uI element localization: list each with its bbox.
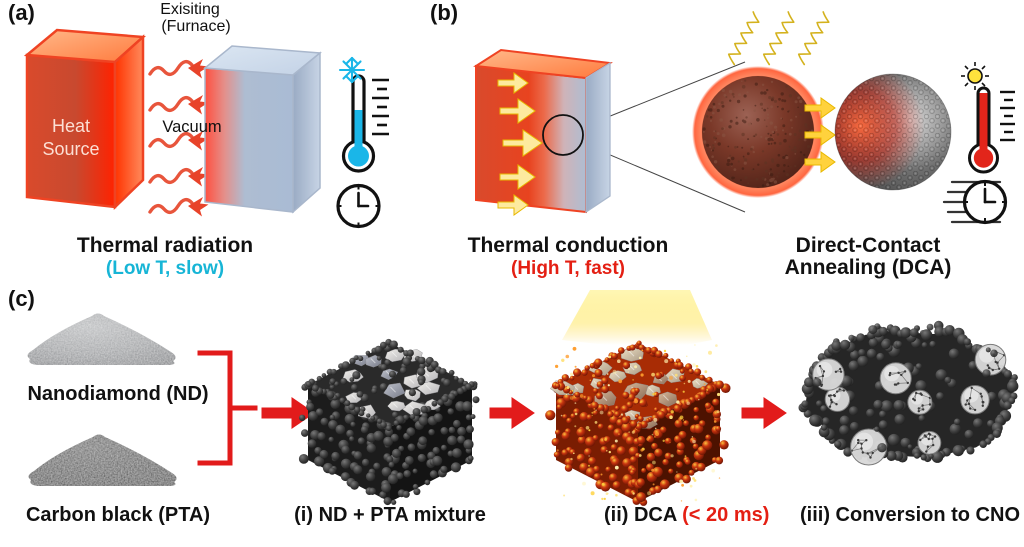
svg-text:(iii) Conversion to CNO: (iii) Conversion to CNO xyxy=(800,504,1020,526)
svg-text:(i) ND + PTA mixture: (i) ND + PTA mixture xyxy=(294,504,486,526)
svg-text:Thermal conduction: Thermal conduction xyxy=(468,234,669,257)
svg-text:Nanodiamond (ND): Nanodiamond (ND) xyxy=(27,383,208,405)
svg-text:(c): (c) xyxy=(8,286,35,311)
svg-text:(a): (a) xyxy=(8,0,35,25)
svg-text:Direct-Contact: Direct-Contact xyxy=(796,234,941,257)
svg-text:Vacuum: Vacuum xyxy=(162,118,221,136)
svg-text:(Furnace): (Furnace) xyxy=(161,18,230,35)
svg-text:Source: Source xyxy=(42,139,99,159)
svg-text:(Low T, slow): (Low T, slow) xyxy=(106,258,224,279)
svg-text:Exisiting: Exisiting xyxy=(160,1,220,18)
svg-text:Heat: Heat xyxy=(52,116,90,136)
svg-text:(ii) DCA (< 20 ms): (ii) DCA (< 20 ms) xyxy=(604,504,769,526)
svg-text:Thermal radiation: Thermal radiation xyxy=(77,234,253,257)
svg-text:Carbon black (PTA): Carbon black (PTA) xyxy=(26,504,210,526)
svg-text:(High T, fast): (High T, fast) xyxy=(511,258,625,279)
svg-text:Annealing (DCA): Annealing (DCA) xyxy=(785,256,952,279)
svg-text:(b): (b) xyxy=(430,0,458,25)
